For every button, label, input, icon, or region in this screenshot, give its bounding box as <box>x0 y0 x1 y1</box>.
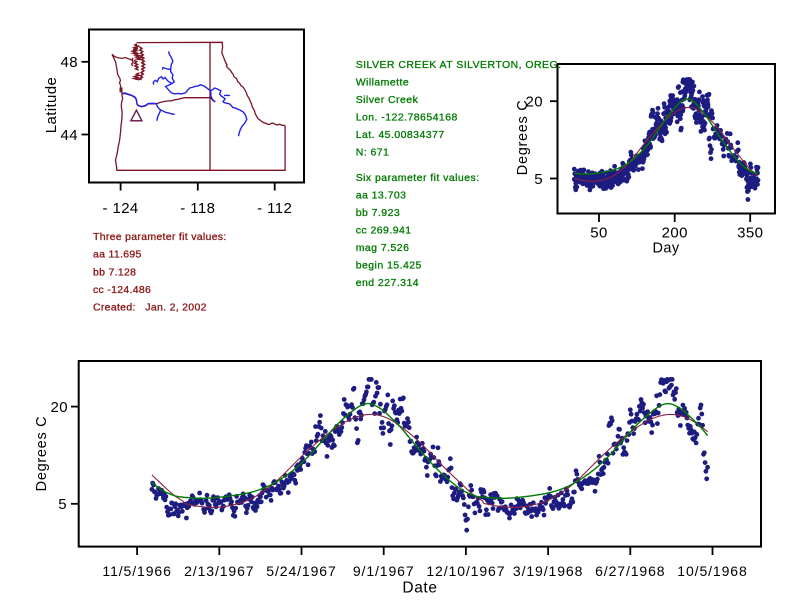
svg-text:48: 48 <box>61 54 79 71</box>
svg-text:200: 200 <box>662 225 688 242</box>
svg-text:N: 671: N: 671 <box>356 146 390 158</box>
svg-text:Date: Date <box>402 580 437 597</box>
svg-text:6/27/1968: 6/27/1968 <box>595 563 665 579</box>
svg-text:- 118: - 118 <box>180 200 215 217</box>
svg-text:Six parameter fit values:: Six parameter fit values: <box>356 172 480 184</box>
svg-text:Lat. 45.00834377: Lat. 45.00834377 <box>356 129 445 141</box>
svg-text:44: 44 <box>61 127 79 144</box>
svg-text:5: 5 <box>58 496 67 513</box>
svg-text:- 112: - 112 <box>257 200 292 217</box>
svg-text:Silver Creek: Silver Creek <box>356 94 419 106</box>
svg-text:cc -124.486: cc -124.486 <box>93 284 151 296</box>
svg-text:Degrees C: Degrees C <box>515 100 531 176</box>
svg-text:11/5/1966: 11/5/1966 <box>102 563 171 579</box>
svg-text:50: 50 <box>590 225 608 242</box>
svg-text:mag 7.526: mag 7.526 <box>356 242 410 254</box>
svg-text:Lon. -122.78654168: Lon. -122.78654168 <box>356 111 458 123</box>
svg-text:3/19/1968: 3/19/1968 <box>513 563 583 579</box>
svg-text:Willamette: Willamette <box>356 76 410 88</box>
svg-text:bb 7.128: bb 7.128 <box>93 266 136 278</box>
svg-text:cc 269.941: cc 269.941 <box>356 224 412 236</box>
svg-text:begin 15.425: begin 15.425 <box>356 259 422 271</box>
svg-text:20: 20 <box>526 94 544 111</box>
svg-text:Latitude: Latitude <box>43 77 60 134</box>
svg-text:Created: Jan. 2, 2002: Created: Jan. 2, 2002 <box>93 302 207 314</box>
svg-text:5: 5 <box>534 171 543 188</box>
svg-text:Three parameter fit values:: Three parameter fit values: <box>93 231 227 243</box>
svg-text:20: 20 <box>51 399 69 416</box>
svg-text:10/5/1968: 10/5/1968 <box>677 563 747 579</box>
svg-text:- 124: - 124 <box>102 200 138 217</box>
svg-text:end 227.314: end 227.314 <box>356 277 419 289</box>
svg-text:SILVER CREEK AT SILVERTON, ORE: SILVER CREEK AT SILVERTON, OREG. <box>356 59 562 71</box>
svg-text:bb 7.923: bb 7.923 <box>356 207 400 219</box>
svg-text:Degrees C: Degrees C <box>34 416 50 492</box>
svg-text:2/13/1967: 2/13/1967 <box>184 563 254 579</box>
svg-text:9/1/1967: 9/1/1967 <box>353 563 415 579</box>
svg-text:aa 13.703: aa 13.703 <box>356 189 407 201</box>
svg-text:5/24/1967: 5/24/1967 <box>266 563 336 579</box>
svg-text:12/10/1967: 12/10/1967 <box>426 563 505 579</box>
svg-text:aa 11.695: aa 11.695 <box>93 249 142 261</box>
svg-text:350: 350 <box>737 225 763 242</box>
svg-text:Day: Day <box>653 241 680 257</box>
